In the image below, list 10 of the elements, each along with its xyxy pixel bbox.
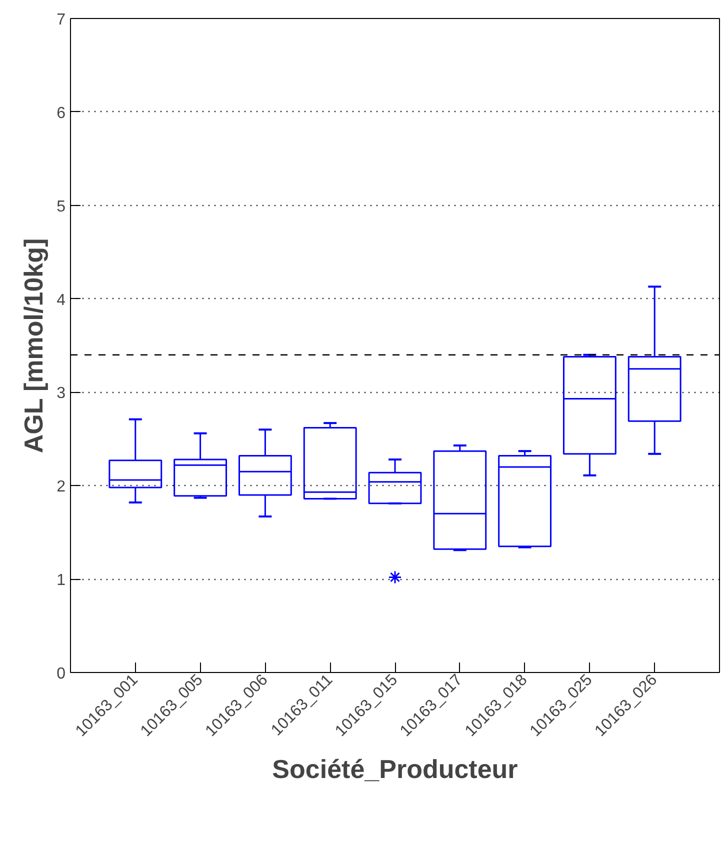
y-tick-label: 1 [56,572,66,590]
y-tick-label: 4 [56,292,66,309]
y-tick-label: 7 [56,12,66,28]
y-tick-label: 3 [56,385,66,402]
y-tick-label: 2 [56,478,66,496]
x-axis-title: Société_Producteur [272,754,518,784]
y-axis-title: AGL [mmol/10kg] [18,238,49,454]
y-tick-label: 5 [56,198,66,216]
y-tick-label: 0 [56,666,66,682]
y-tick-label: 6 [56,104,66,122]
